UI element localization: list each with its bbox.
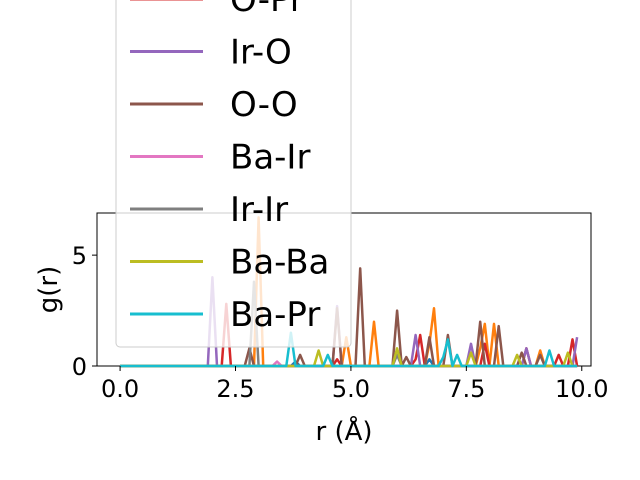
legend-items: O-Pr Ir-O O-O Ba-Ir Ir-Ir Ba-Ba Ba-Pr	[130, 0, 329, 335]
legend-label-ba-pr: Ba-Pr	[230, 295, 320, 335]
series-line-ir-o	[120, 276, 579, 368]
legend-label-ir-o: Ir-O	[230, 33, 292, 73]
legend-label-ba-ir: Ba-Ir	[230, 138, 310, 178]
y-tick-label: 0	[72, 353, 87, 381]
x-tick-label: 2.5	[216, 375, 254, 403]
series-layer	[120, 216, 579, 368]
series-line-ba-pr	[120, 331, 578, 368]
y-axis-title: g(r)	[34, 266, 64, 313]
x-tick-label: 10.0	[555, 375, 608, 403]
y-tick-label: 5	[72, 242, 87, 270]
legend: O-Pr Ir-O O-O Ba-Ir Ir-Ir Ba-Ba Ba-Pr	[115, 0, 352, 348]
x-tick-label: 7.5	[447, 375, 485, 403]
legend-label-ba-ba: Ba-Ba	[230, 243, 329, 283]
x-axis-title: r (Å)	[315, 415, 372, 447]
legend-label-o-o: O-O	[230, 85, 298, 125]
x-tick-label: 0.0	[101, 375, 139, 403]
x-tick-label: 5.0	[332, 375, 370, 403]
tick-layer: 0.0 2.5 5.0 7.5 10.0 0 5	[72, 242, 609, 403]
legend-label-o-pr: O-Pr	[230, 0, 304, 20]
legend-label-ir-ir: Ir-Ir	[230, 190, 288, 230]
